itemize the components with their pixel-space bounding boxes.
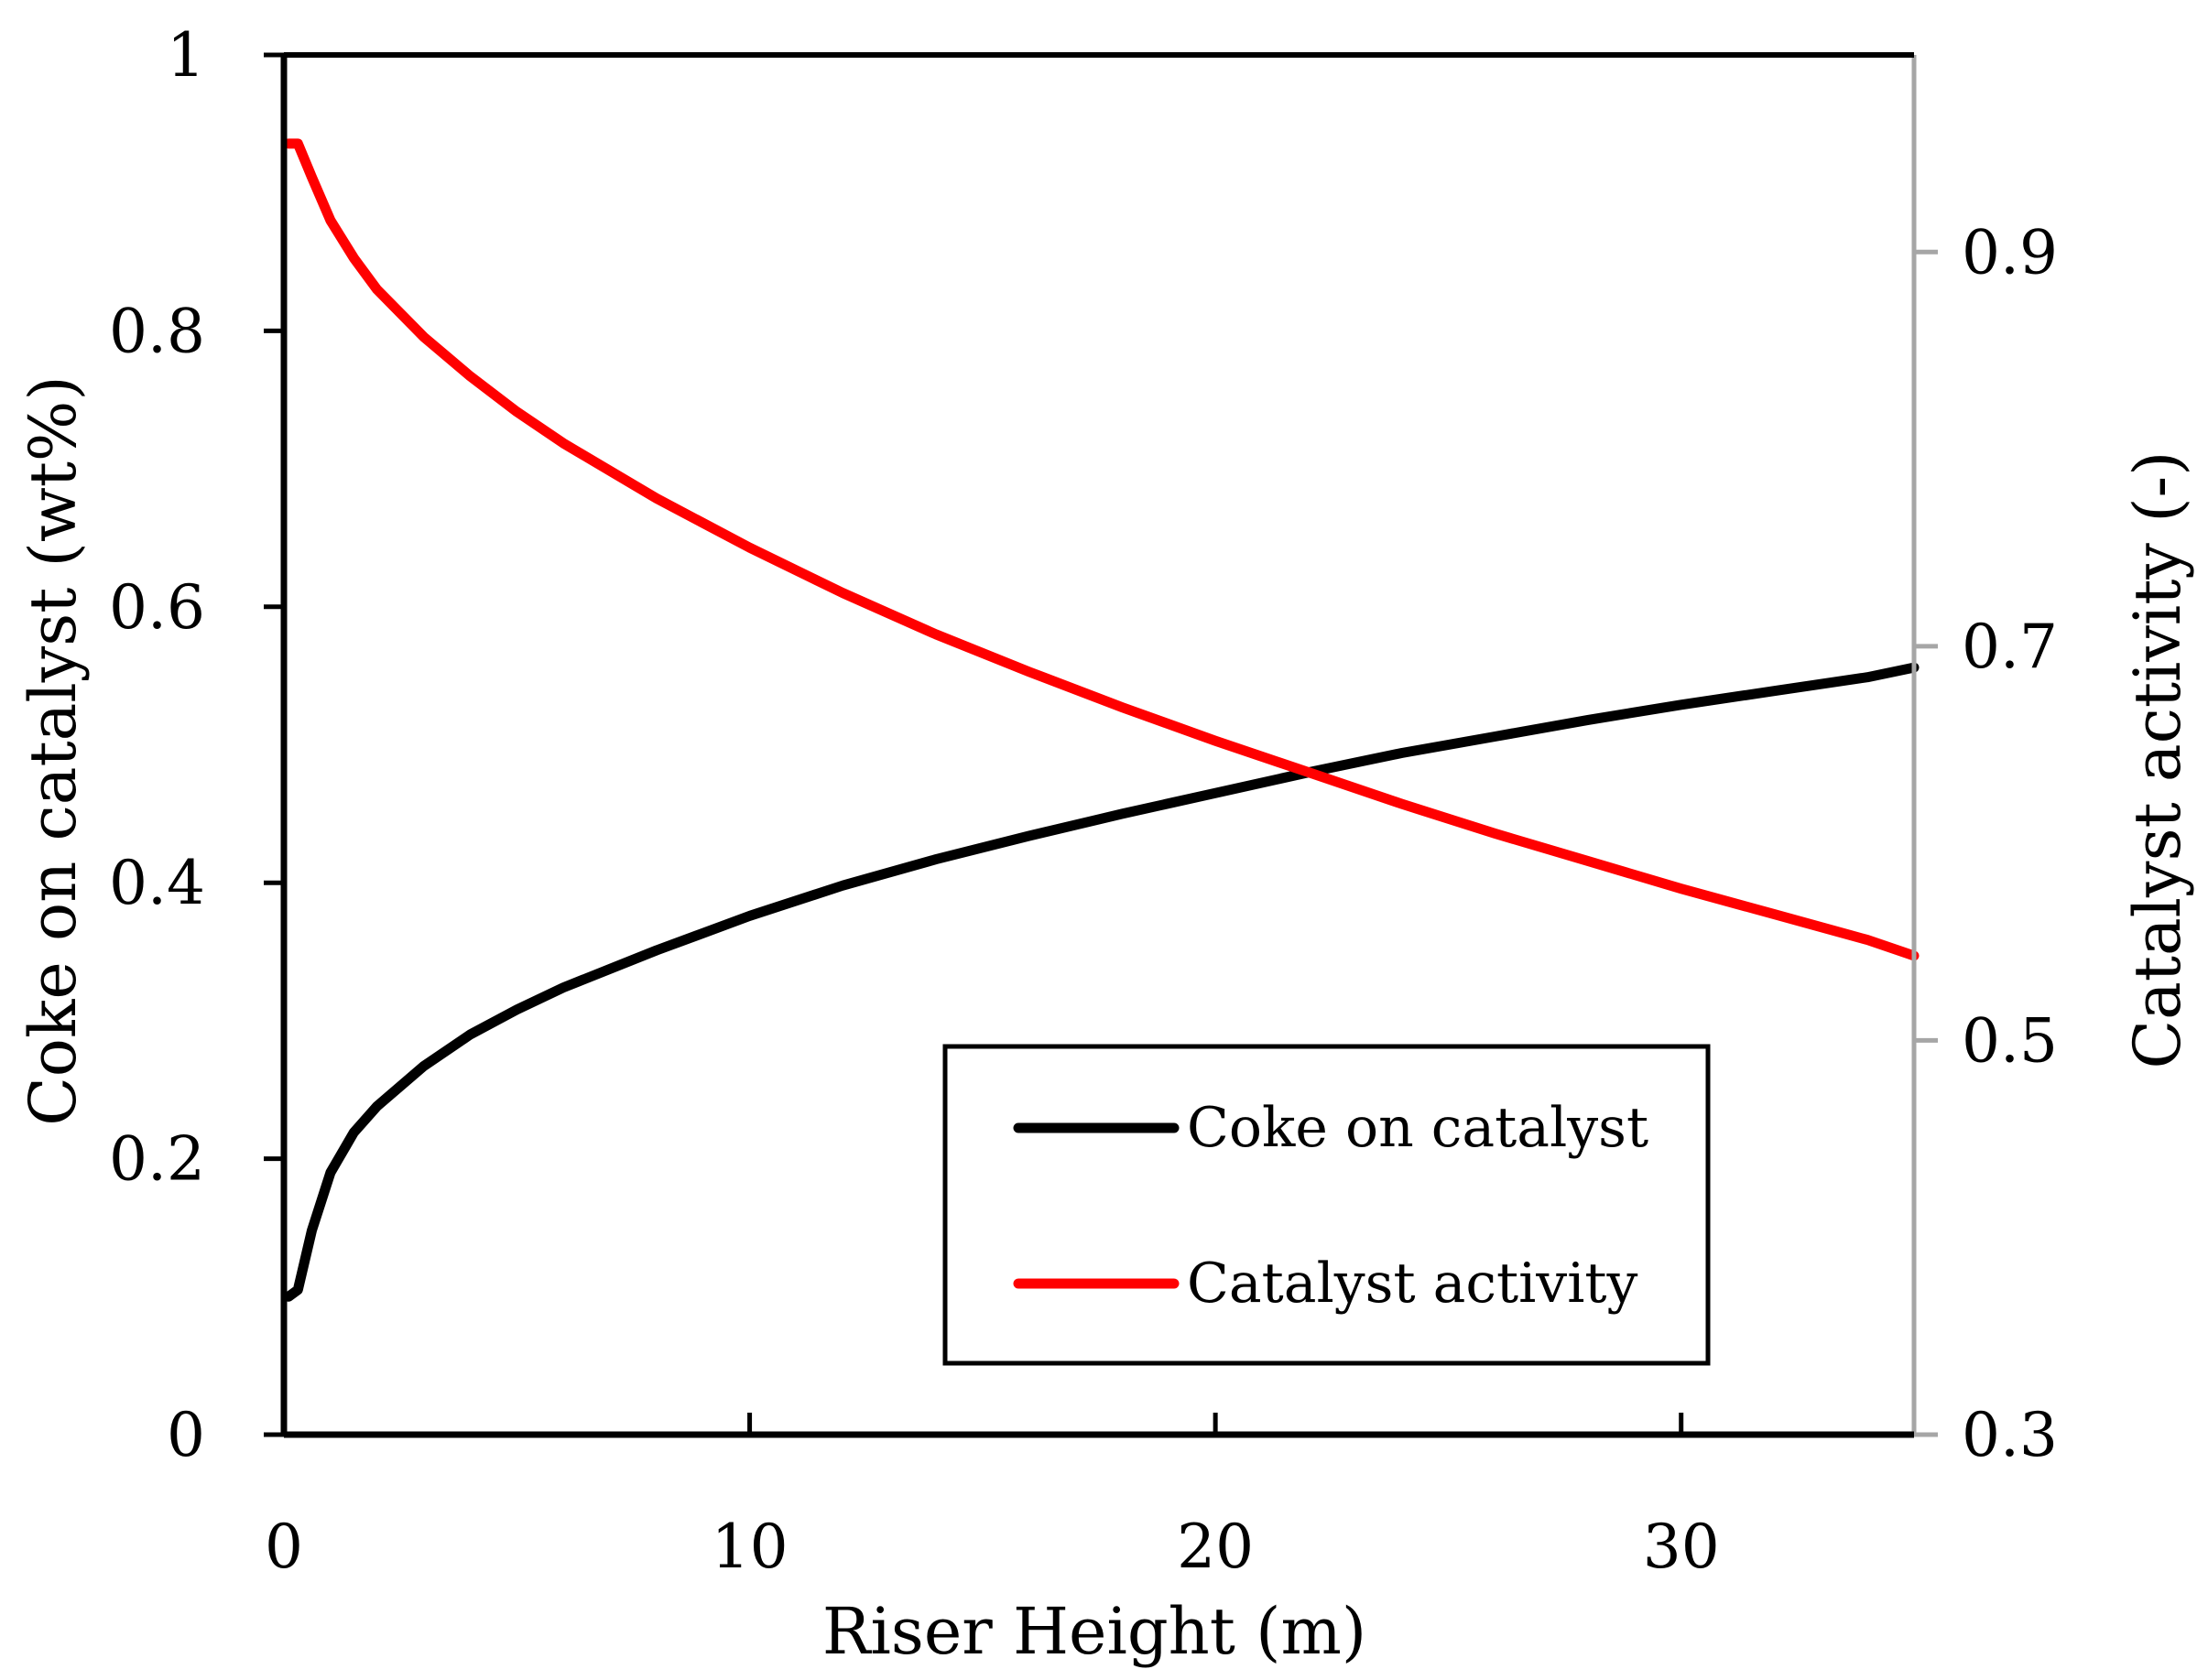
y2-tick-label: 0.5 [1962, 1005, 2058, 1076]
x-tick-label: 10 [712, 1512, 789, 1582]
y-tick-label: 0.2 [109, 1124, 205, 1195]
y2-tick-label: 0.9 [1962, 217, 2058, 287]
y-tick-label: 0.8 [109, 296, 205, 366]
y-axis-title: Coke on catalyst (wt%) [16, 375, 91, 1126]
y-tick-label: 0.4 [109, 848, 205, 918]
legend: Coke on catalyst Catalyst activity [942, 1044, 1711, 1366]
x-tick-label: 20 [1177, 1512, 1254, 1582]
series-line-coke-on-catalyst [283, 662, 1920, 1302]
x-tick-label: 30 [1643, 1512, 1720, 1582]
y2-axis-title: Catalyst activity (-) [2120, 451, 2195, 1069]
x-axis-title: Riser Height (m) [822, 1594, 1366, 1669]
legend-label-activity: Catalyst activity [1187, 1252, 1637, 1316]
y2-tick-label: 0.7 [1962, 612, 2058, 682]
legend-label-coke: Coke on catalyst [1187, 1096, 1648, 1160]
y-tick-label: 1 [167, 20, 205, 91]
series-line-catalyst-activity [283, 138, 1920, 961]
axes-layer: 0.30.50.70.900.20.40.60.810 10 20 30 [109, 20, 2058, 1582]
series-layer [283, 138, 1920, 1302]
y-tick-label: 0.6 [109, 572, 205, 643]
x-tick-label: 0 [265, 1512, 303, 1582]
y2-tick-label: 0.3 [1962, 1400, 2058, 1470]
legend-box [942, 1044, 1711, 1366]
y-tick-label: 0 [167, 1400, 205, 1470]
